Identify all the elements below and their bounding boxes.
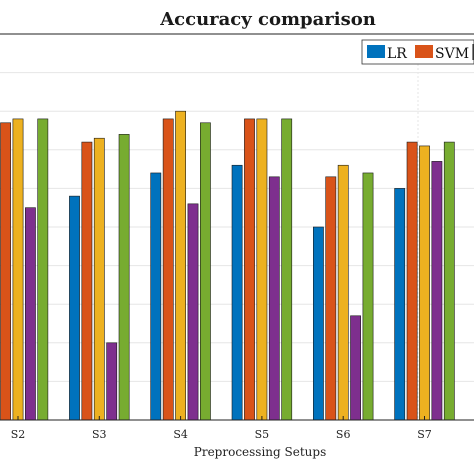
bar-s4-s1 — [162, 118, 174, 421]
bar-s7-s3 — [431, 161, 443, 421]
legend-label-svm: SVM — [435, 46, 469, 62]
bar-s7-s2 — [419, 145, 430, 421]
bar-s2-s2 — [12, 118, 24, 421]
bar-s5-s0 — [231, 164, 243, 421]
x-tick-label-s7: S7 — [417, 428, 432, 441]
bar-s4-s0 — [150, 172, 162, 421]
bar-s4-s2 — [175, 110, 186, 421]
legend-swatch-lr — [367, 45, 385, 58]
legend: LR SVM — [361, 39, 474, 65]
bar-s6-s3 — [350, 315, 361, 421]
axes-group — [0, 33, 474, 421]
bar-s5-s1 — [244, 118, 255, 421]
bar-s7-s0 — [394, 188, 406, 421]
bar-s3-s1 — [81, 141, 93, 421]
bar-s2-s3 — [24, 207, 36, 421]
bar-s6-s2 — [337, 164, 349, 421]
bar-s5-s4 — [281, 118, 293, 421]
bar-s2-s1 — [0, 122, 11, 421]
x-tick-label-s6: S6 — [336, 428, 351, 441]
legend-swatch-svm — [415, 45, 433, 58]
x-tick-label-s4: S4 — [173, 428, 188, 441]
bar-s7-s1 — [406, 141, 418, 421]
bar-s5-s3 — [268, 176, 280, 421]
bar-s5-s2 — [256, 118, 268, 421]
bar-s4-s4 — [200, 122, 211, 421]
bar-s3-s3 — [106, 342, 118, 421]
bar-s6-s0 — [312, 226, 324, 421]
bar-s4-s3 — [187, 203, 199, 421]
x-tick-label-s3: S3 — [92, 428, 107, 441]
legend-label-lr: LR — [387, 46, 407, 62]
bar-s2-s4 — [37, 118, 49, 421]
x-axis-label: Preprocessing Setups — [194, 445, 326, 459]
bar-s3-s0 — [69, 195, 80, 421]
bar-s3-s4 — [118, 134, 130, 421]
x-tick-label-s5: S5 — [255, 428, 270, 441]
bar-s3-s2 — [93, 137, 105, 421]
bar-s6-s4 — [362, 172, 374, 421]
x-tick-labels: S2 S3 S4 S5 S6 S7 — [11, 428, 432, 441]
bars-group — [0, 110, 455, 421]
bar-s7-s4 — [443, 141, 455, 421]
chart-title: Accuracy comparison — [159, 9, 376, 30]
bar-s6-s1 — [325, 176, 337, 421]
x-tick-label-s2: S2 — [11, 428, 26, 441]
